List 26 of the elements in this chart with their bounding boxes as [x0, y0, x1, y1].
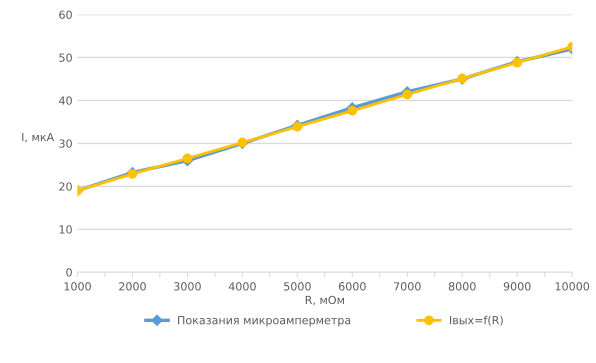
x-tick-label: 1000 [64, 282, 91, 291]
y-axis-title: I, мкА [22, 132, 54, 142]
y-tick-label: 0 [66, 268, 72, 277]
y-tick-label: 30 [59, 139, 72, 148]
x-tick-label: 3000 [174, 282, 201, 291]
x-tick-label: 10000 [556, 282, 590, 291]
x-tick-label: 7000 [394, 282, 421, 291]
y-tick-label: 20 [59, 182, 72, 191]
point [292, 122, 302, 132]
y-tick-label: 60 [59, 10, 72, 19]
x-tick-label: 4000 [228, 282, 256, 291]
y-tick-label: 50 [59, 53, 72, 62]
legend-label: Iвых=f(R) [450, 316, 503, 326]
x-tick-label: 6000 [338, 282, 366, 291]
point [347, 106, 358, 116]
y-tick-label: 10 [60, 225, 72, 234]
x-axis-title: R, мОм [306, 296, 344, 306]
y-tick-label: 40 [59, 96, 72, 105]
point [128, 169, 138, 179]
point [182, 154, 192, 164]
legend-label: Показания микроамперметра [178, 316, 350, 327]
x-tick-label: 8000 [448, 282, 476, 291]
point [402, 90, 412, 100]
x-tick-label: 9000 [504, 282, 531, 291]
x-tick-label: 2000 [119, 282, 146, 291]
x-tick-label: 5000 [284, 282, 311, 291]
